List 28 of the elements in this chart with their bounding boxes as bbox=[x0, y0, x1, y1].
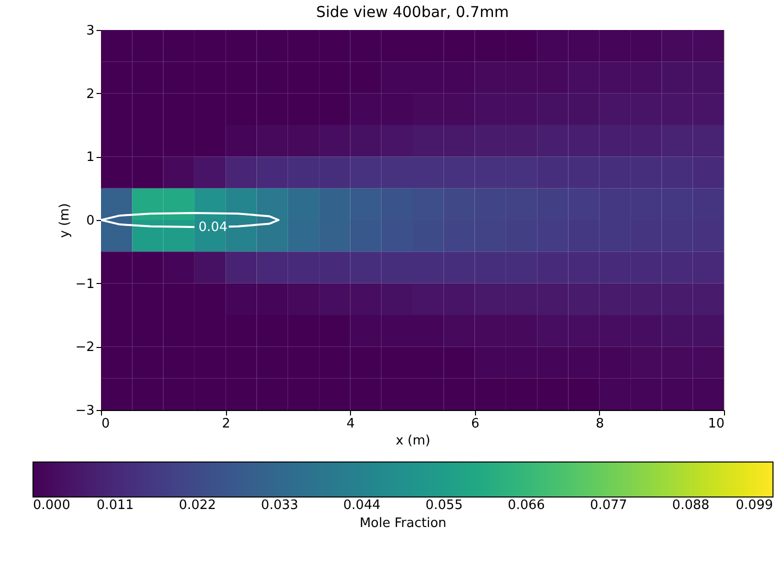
color-bar-label: 0.088 bbox=[672, 498, 710, 513]
x-tick-label: 10 bbox=[708, 416, 724, 432]
y-tick-label: 2 bbox=[86, 86, 94, 102]
color-bar-label: 0.099 bbox=[736, 498, 773, 513]
color-bar-label: 0.077 bbox=[590, 498, 628, 513]
color-bar-label: 0.033 bbox=[261, 498, 298, 513]
x-tick-label: 4 bbox=[346, 416, 355, 432]
color-bar-label: 0.066 bbox=[508, 498, 545, 513]
chart-title: Side view 400bar, 0.7mm bbox=[316, 3, 509, 21]
color-bar-label: 0.055 bbox=[426, 498, 463, 513]
y-axis-title: y (m) bbox=[57, 203, 72, 238]
x-tick-label: 0 bbox=[102, 416, 110, 432]
y-tick-label: 0 bbox=[86, 214, 94, 228]
color-bar-label: 0.011 bbox=[96, 498, 134, 513]
x-axis-title: x (m) bbox=[396, 434, 430, 448]
x-tick-label: 8 bbox=[596, 416, 604, 432]
x-tick-label: 2 bbox=[222, 416, 230, 432]
y-tick-label: 1 bbox=[86, 150, 94, 166]
annotation: 0.04 bbox=[198, 220, 228, 235]
y-tick-label: −1 bbox=[75, 276, 94, 292]
color-bar-title: Mole Fraction bbox=[360, 516, 446, 531]
y-tick-label: −2 bbox=[75, 340, 94, 356]
x-tick-label: 6 bbox=[471, 416, 480, 432]
y-tick-label: 3 bbox=[86, 24, 94, 38]
y-tick-label: −3 bbox=[75, 404, 94, 418]
color-bar-label: 0.022 bbox=[178, 498, 216, 513]
color-bar-label: 0.000 bbox=[33, 498, 70, 513]
color-bar-label: 0.044 bbox=[343, 498, 380, 513]
